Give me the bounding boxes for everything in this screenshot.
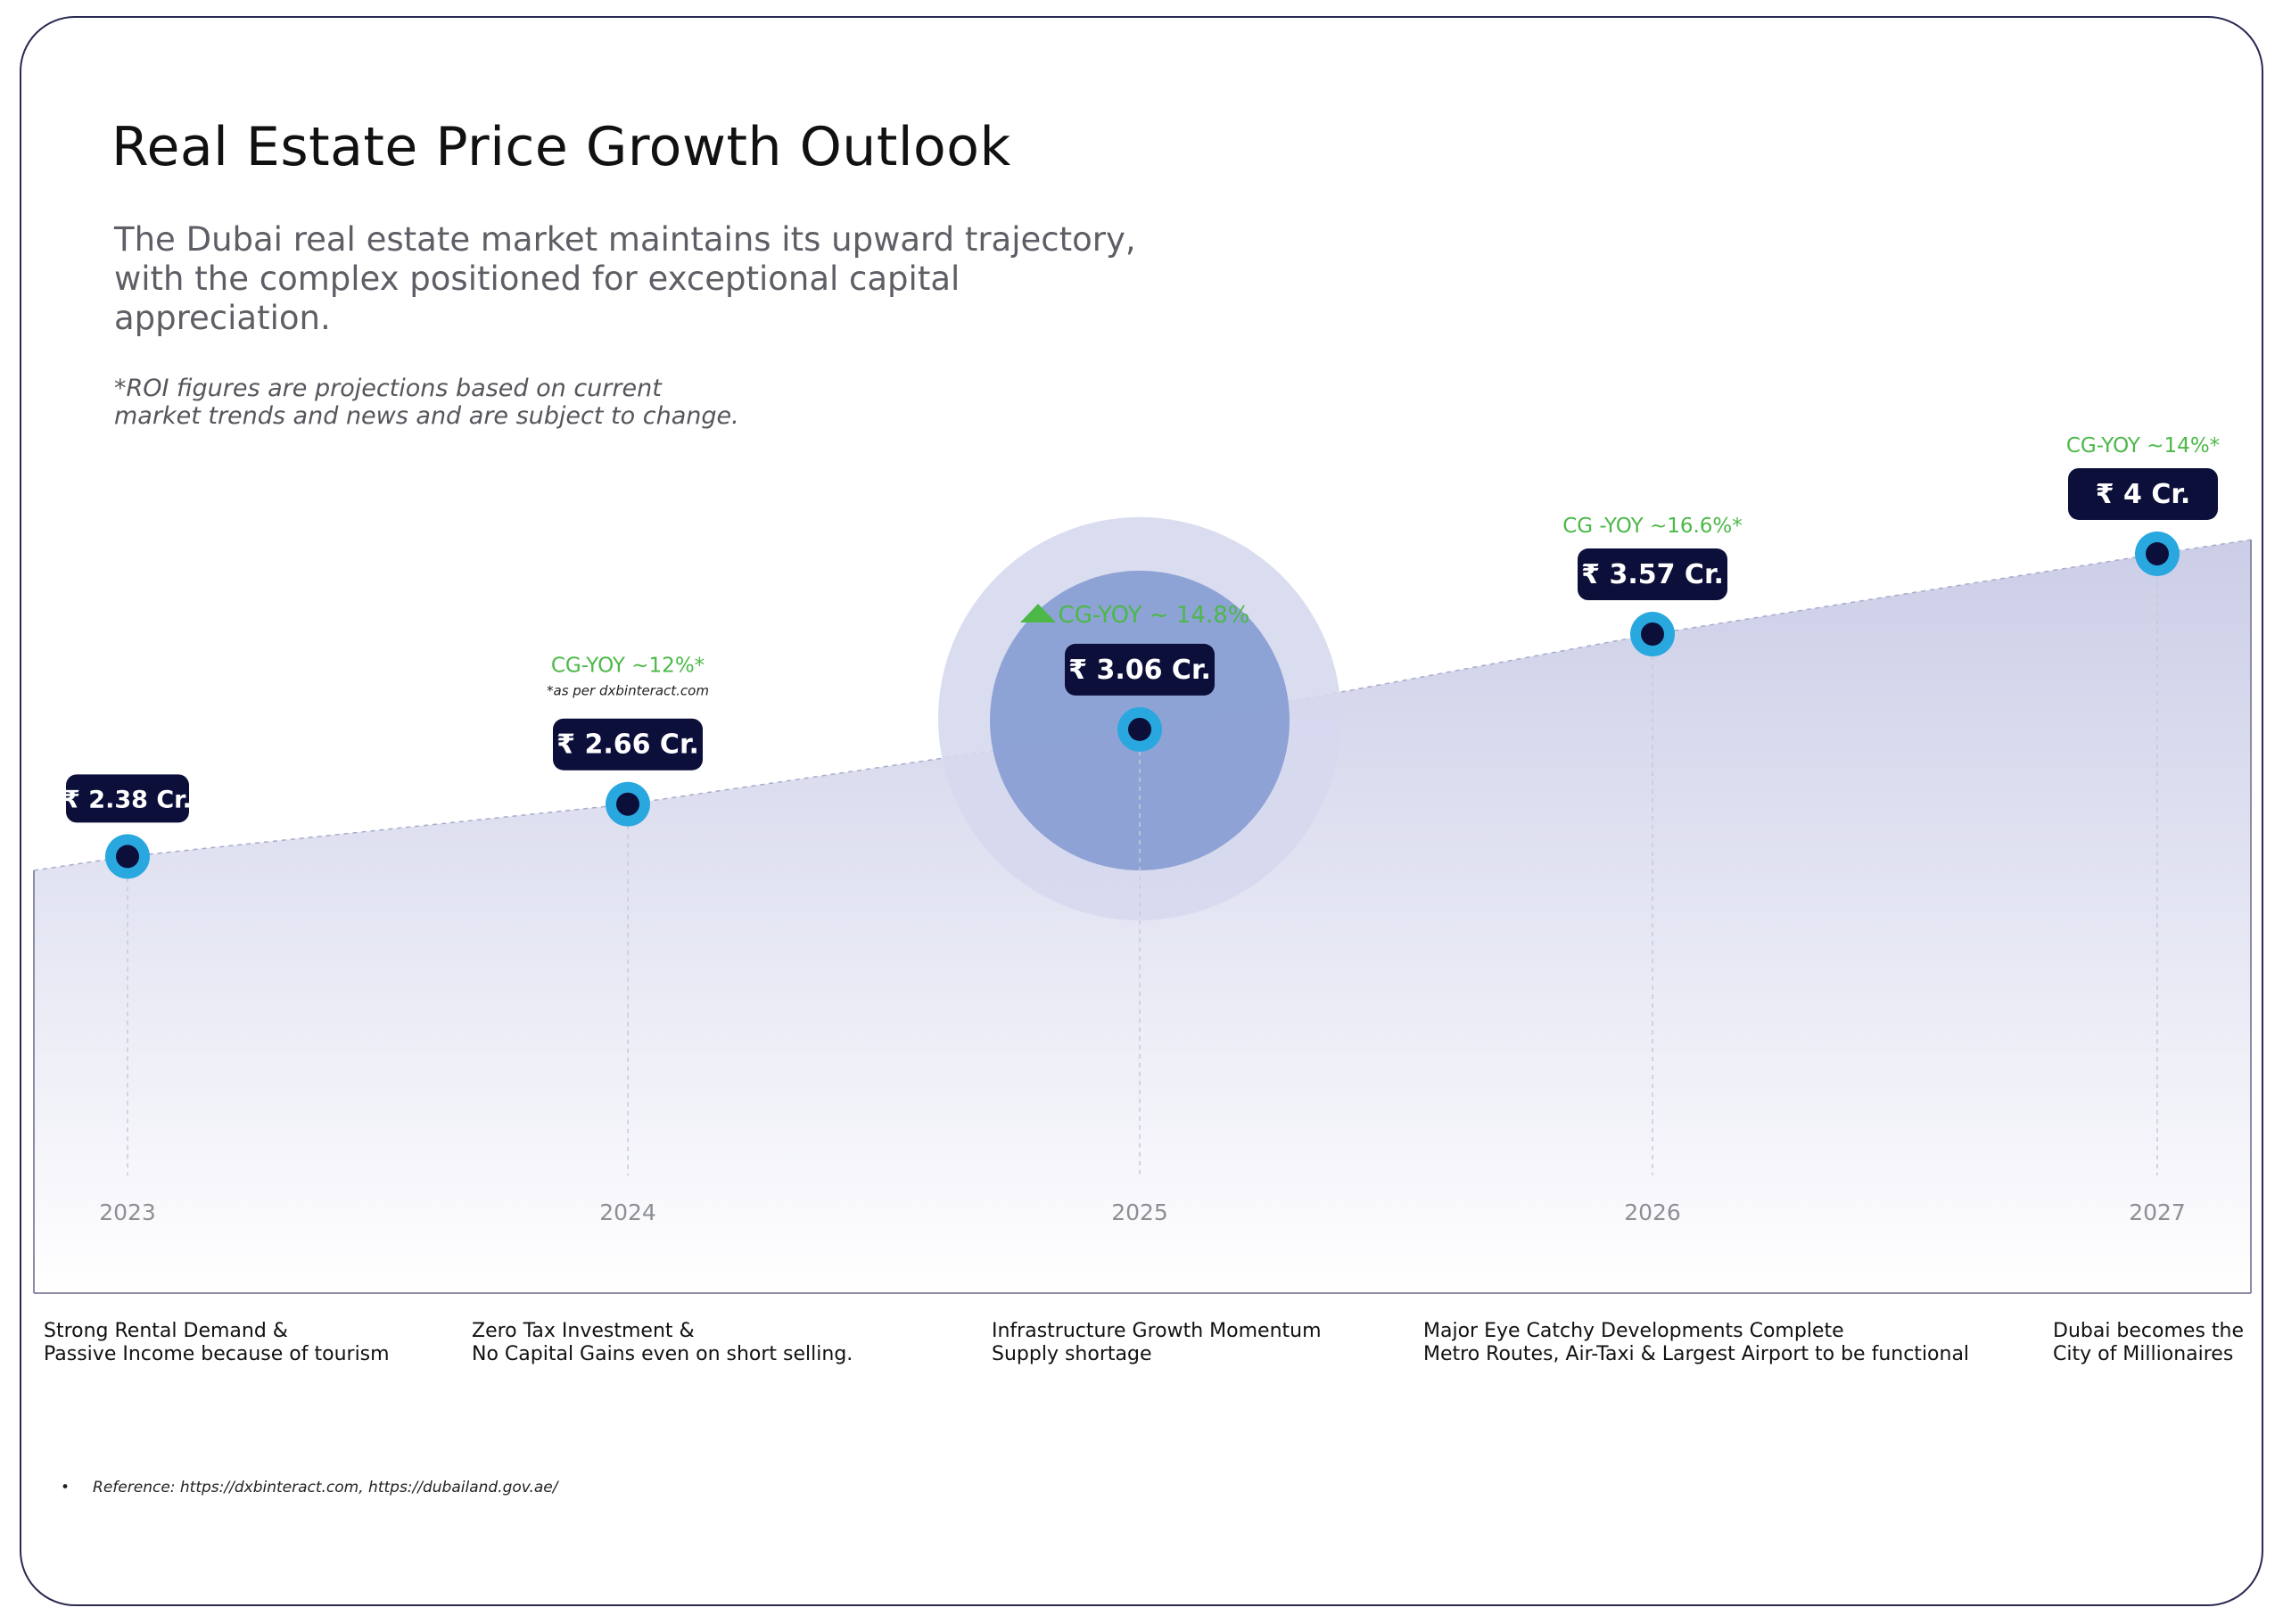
year-caption-line: City of Millionaires xyxy=(2053,1343,2234,1365)
value-label: ₹ 3.57 Cr. xyxy=(1581,559,1724,590)
data-point xyxy=(1128,717,1151,741)
data-point xyxy=(1641,622,1664,647)
x-tick-label: 2025 xyxy=(1111,1199,1168,1225)
growth-label: CG-YOY ~12%* xyxy=(551,655,705,678)
growth-label: CG-YOY ~14%* xyxy=(2066,434,2220,458)
value-label: ₹ 2.38 Cr. xyxy=(63,786,192,813)
year-caption: Strong Rental Demand & Passive Income bec… xyxy=(44,1320,390,1366)
page-subtitle: The Dubai real estate market maintains i… xyxy=(114,220,1136,337)
value-badge: ₹ 4 Cr. xyxy=(2068,467,2218,520)
year-caption-line: Metro Routes, Air-Taxi & Largest Airport… xyxy=(1423,1343,1970,1365)
value-badge-bg xyxy=(1065,643,1215,696)
reference-note: • Reference: https://dxbinteract.com, htt… xyxy=(61,1479,557,1496)
year-caption-line: Supply shortage xyxy=(992,1343,1152,1365)
data-point xyxy=(616,792,639,816)
value-badge: ₹ 2.66 Cr. xyxy=(553,718,703,771)
year-caption: Zero Tax Investment & No Capital Gains ev… xyxy=(472,1320,853,1366)
value-badge-bg xyxy=(66,774,189,823)
reference-text: Reference: https://dxbinteract.com, http… xyxy=(93,1479,558,1496)
value-badge: ₹ 3.57 Cr. xyxy=(1578,548,1727,601)
value-badge-bg xyxy=(2068,467,2218,520)
x-tick-label: 2024 xyxy=(599,1199,656,1225)
roi-disclaimer-line-1: *ROI figures are projections based on cu… xyxy=(114,375,662,402)
growth-label: CG-YOY ~ 14.8% xyxy=(1059,602,1250,629)
x-tick-label: 2027 xyxy=(2129,1199,2186,1225)
year-caption-line: Infrastructure Growth Momentum xyxy=(992,1320,1322,1342)
year-caption: Dubai becomes the City of Millionaires xyxy=(2053,1320,2244,1366)
year-caption-line: Dubai becomes the xyxy=(2053,1320,2245,1342)
value-label: ₹ 4 Cr. xyxy=(2096,479,2191,510)
roi-disclaimer-line-2: market trends and news and are subject t… xyxy=(114,402,739,430)
roi-disclaimer: *ROI figures are projections based on cu… xyxy=(114,375,828,430)
value-badge-bg xyxy=(1578,548,1727,601)
year-caption-line: Major Eye Catchy Developments Complete xyxy=(1423,1320,1844,1342)
x-tick-label: 2026 xyxy=(1624,1199,1681,1225)
value-label: ₹ 3.06 Cr. xyxy=(1068,655,1211,686)
x-tick-label: 2023 xyxy=(99,1199,156,1225)
value-badge: ₹ 2.38 Cr. xyxy=(63,774,192,823)
value-label: ₹ 2.66 Cr. xyxy=(556,730,699,761)
year-caption-line: Zero Tax Investment & xyxy=(472,1320,695,1342)
year-caption-line: No Capital Gains even on short selling. xyxy=(472,1343,853,1365)
bullet-icon: • xyxy=(61,1479,70,1496)
page-title: Real Estate Price Growth Outlook xyxy=(111,116,1011,178)
year-caption: Major Eye Catchy Developments Complete Me… xyxy=(1423,1320,1969,1366)
data-point xyxy=(116,845,139,869)
data-point xyxy=(2146,541,2169,565)
value-badge-bg xyxy=(553,718,703,771)
year-caption-line: Passive Income because of tourism xyxy=(44,1343,390,1365)
year-caption-line: Strong Rental Demand & xyxy=(44,1320,288,1342)
growth-label: CG -YOY ~16.6%* xyxy=(1562,515,1743,538)
growth-up-arrow-icon xyxy=(1020,604,1056,622)
value-badge: ₹ 3.06 Cr. xyxy=(1065,643,1215,696)
year-caption: Infrastructure Growth Momentum Supply sho… xyxy=(992,1320,1322,1366)
growth-subnote: *as per dxbinteract.com xyxy=(547,683,709,699)
